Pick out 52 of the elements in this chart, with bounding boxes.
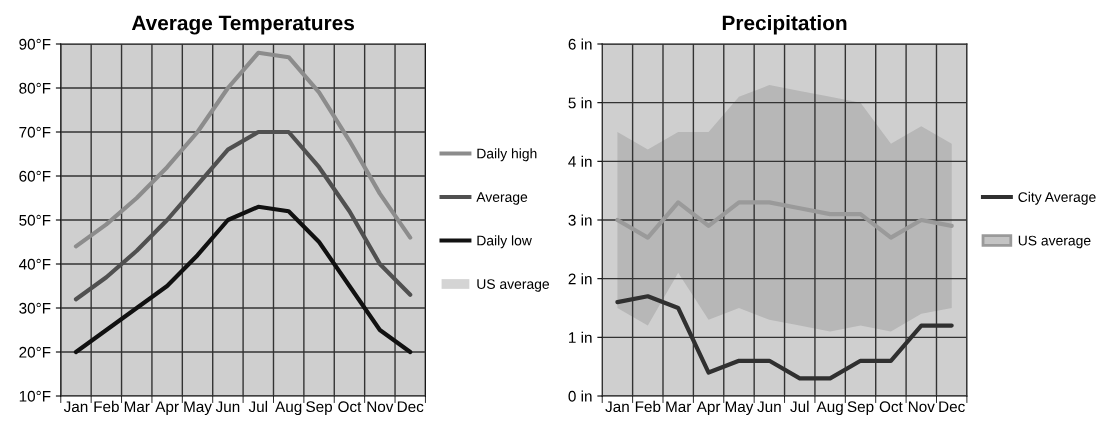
line-series — [73, 50, 413, 249]
line-series — [73, 204, 413, 355]
x-tick-label: Mar — [666, 401, 692, 413]
chart-title: Precipitation — [722, 15, 847, 35]
x-tick-label: Dec — [939, 401, 965, 413]
x-tick-label: Jun — [757, 401, 781, 413]
x-tick-label: Dec — [397, 401, 424, 413]
y-tick-label: 60°F — [19, 170, 51, 182]
legend-label: City Average — [1018, 191, 1096, 205]
y-tick-label: 40°F — [18, 258, 51, 270]
legend-label: Daily low — [477, 235, 532, 249]
x-tick-label: Oct — [879, 401, 903, 413]
x-tick-label: Jan — [605, 401, 629, 413]
x-tick-label: Sep — [306, 401, 333, 416]
y-tick-label: 0 in — [568, 390, 592, 402]
x-tick-label: Jul — [248, 400, 268, 413]
y-tick-label: 1 in — [569, 331, 592, 343]
x-tick-label: May — [725, 401, 754, 416]
y-tick-label: 90°F — [19, 38, 51, 50]
y-tick-label: 3 in — [568, 214, 592, 226]
x-tick-label: Oct — [338, 401, 362, 413]
y-tick-label: 6 in — [568, 38, 592, 50]
x-tick-label: Feb — [94, 400, 119, 413]
x-tick-label: Sep — [847, 401, 874, 416]
x-tick-label: Mar — [124, 401, 150, 413]
y-tick-label: 4 in — [568, 155, 592, 167]
x-tick-label: Nov — [908, 401, 935, 413]
legend-label: US average — [1018, 235, 1091, 249]
x-tick-label: Apr — [155, 401, 179, 416]
x-tick-label: Aug — [816, 401, 843, 416]
x-tick-label: Jul — [790, 400, 809, 413]
y-tick-label: 2 in — [568, 273, 592, 285]
chart-title: Average Temperatures — [131, 15, 354, 35]
x-tick-label: Feb — [635, 400, 661, 413]
line-series — [73, 129, 413, 302]
y-tick-label: 80°F — [19, 82, 51, 94]
y-tick-label: 50°F — [19, 214, 51, 226]
x-tick-label: Jun — [215, 401, 240, 413]
y-tick-label: 20°F — [19, 346, 51, 358]
legend-label: Daily high — [477, 148, 537, 162]
line-series — [615, 200, 954, 240]
legend-label: US average — [477, 279, 550, 292]
y-tick-label: 30°F — [19, 302, 51, 314]
legend-label: Average — [476, 192, 528, 205]
x-tick-label: Apr — [696, 401, 721, 416]
x-tick-label: Aug — [275, 401, 302, 416]
y-tick-label: 5 in — [568, 97, 592, 109]
x-tick-label: Jan — [63, 401, 88, 413]
y-tick-label: 10°F — [19, 390, 51, 402]
y-tick-label: 70°F — [19, 126, 51, 138]
x-tick-label: May — [184, 401, 212, 416]
x-tick-label: Nov — [367, 401, 394, 413]
